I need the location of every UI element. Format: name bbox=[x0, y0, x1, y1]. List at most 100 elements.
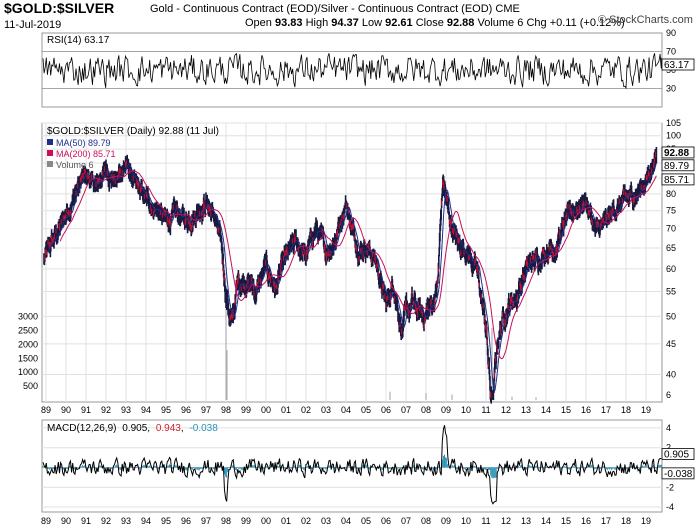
year-tick-label: 92 bbox=[101, 516, 111, 526]
price-tick-label: 50 bbox=[666, 311, 676, 321]
year-tick-label: 05 bbox=[361, 405, 371, 415]
open-label: Open bbox=[245, 17, 272, 29]
legend-volume: Volume 6 bbox=[56, 160, 94, 170]
price-tick-label: 45 bbox=[666, 339, 676, 349]
low-value: 92.61 bbox=[385, 17, 413, 29]
chart-date: 11-Jul-2019 bbox=[4, 19, 62, 31]
volume-label: Volume bbox=[477, 17, 515, 29]
macd-label: MACD(12,26,9) 0.905, 0.943, -0.038 bbox=[47, 423, 218, 434]
year-tick-label: 15 bbox=[561, 405, 571, 415]
macd-value-tags: 0.905 -0.038 bbox=[661, 448, 695, 480]
macd-value: 0.905 bbox=[122, 423, 147, 434]
x-axis-years: 89 90 91 92 93 94 95 96 97 98 99 00 01 02 03 04 05 06 07 08… bbox=[41, 405, 651, 415]
year-tick-label: 13 bbox=[521, 405, 531, 415]
price-tick-label: 70 bbox=[666, 224, 676, 234]
rsi-tick-label: 70 bbox=[666, 47, 676, 57]
legend-ma200: MA(200) 85.71 bbox=[56, 149, 116, 159]
chart-symbol: $GOLD:$SILVER bbox=[4, 0, 115, 16]
year-tick-label: 03 bbox=[321, 516, 331, 526]
rsi-line bbox=[42, 53, 662, 90]
year-tick-label: 00 bbox=[261, 405, 271, 415]
rsi-tick-label: 90 bbox=[666, 28, 676, 38]
year-tick-label: 13 bbox=[521, 516, 531, 526]
macd-panel: MACD(12,26,9) 0.905, 0.943, -0.038 4 2 -2 -… bbox=[41, 419, 695, 526]
price-tick-label: 75 bbox=[666, 206, 676, 216]
volume-bar bbox=[225, 305, 227, 400]
rsi-tick-label: 30 bbox=[666, 84, 676, 94]
volume-bar bbox=[226, 350, 228, 400]
year-tick-label: 98 bbox=[221, 405, 231, 415]
year-tick-label: 16 bbox=[581, 516, 591, 526]
year-tick-label: 11 bbox=[481, 405, 490, 415]
macd-signal-value: 0.943 bbox=[156, 423, 181, 434]
year-tick-label: 09 bbox=[441, 516, 451, 526]
year-tick-label: 10 bbox=[461, 405, 471, 415]
year-tick-label: 04 bbox=[341, 516, 351, 526]
macd-tick-label: -4 bbox=[666, 502, 674, 512]
year-tick-label: 94 bbox=[141, 516, 151, 526]
rsi-panel-frame bbox=[41, 32, 663, 108]
year-tick-label: 89 bbox=[41, 516, 51, 526]
open-value: 93.83 bbox=[274, 17, 303, 29]
year-tick-label: 09 bbox=[441, 405, 451, 415]
macd-grid bbox=[42, 427, 662, 508]
price-value-tag-text: 85.71 bbox=[664, 175, 689, 186]
high-label: High bbox=[305, 17, 329, 29]
legend-ma50: MA(50) 89.79 bbox=[56, 138, 111, 148]
year-tick-label: 04 bbox=[341, 405, 351, 415]
year-tick-label: 18 bbox=[621, 516, 631, 526]
price-tick-label: 55 bbox=[666, 287, 676, 297]
close-label: Close bbox=[415, 17, 444, 29]
year-tick-label: 11 bbox=[481, 516, 490, 526]
price-value-tag-box bbox=[661, 173, 695, 186]
macd-tick-label: -2 bbox=[666, 482, 674, 492]
year-tick-label: 03 bbox=[321, 405, 331, 415]
volume-bar bbox=[389, 391, 391, 400]
price-tick-label: 105 bbox=[666, 118, 681, 128]
price-value-tag-text: 92.88 bbox=[664, 148, 689, 159]
year-tick-label: 95 bbox=[161, 405, 171, 415]
year-tick-label: 91 bbox=[81, 516, 91, 526]
x-axis-years-bottom: 89 90 91 92 93 94 95 96 97 98 99 00 01 02 03 04 05 06 07 08… bbox=[41, 516, 651, 526]
price-value-tag-text: 89.79 bbox=[664, 161, 689, 172]
year-tick-label: 14 bbox=[541, 516, 551, 526]
year-tick-label: 19 bbox=[641, 405, 651, 415]
year-tick-label: 96 bbox=[181, 405, 191, 415]
year-tick-label: 02 bbox=[301, 516, 311, 526]
year-tick-label: 08 bbox=[421, 516, 431, 526]
year-tick-label: 95 bbox=[161, 516, 171, 526]
volume-tick-label: 3000 bbox=[18, 312, 38, 322]
year-tick-label: 00 bbox=[261, 516, 271, 526]
macd-tick-label: 2 bbox=[666, 443, 671, 453]
volume-bar bbox=[491, 327, 493, 400]
macd-y-axis: 4 2 -2 -4 bbox=[666, 423, 674, 512]
volume-value: 6 bbox=[517, 17, 524, 29]
chg-label: Chg bbox=[526, 17, 547, 29]
volume-tick-label: 2500 bbox=[18, 326, 38, 336]
rsi-panel: RSI(14) 63.17 30507090 63.17 bbox=[41, 28, 695, 108]
year-tick-label: 98 bbox=[221, 516, 231, 526]
macd-line bbox=[42, 425, 662, 505]
price-tick-label: 40 bbox=[666, 370, 676, 380]
year-tick-label: 01 bbox=[281, 405, 291, 415]
price-series-label: $GOLD:$SILVER (Daily) 92.88 (11 Jul) bbox=[47, 126, 219, 137]
price-tick-label: 100 bbox=[666, 131, 681, 141]
macd-tick-label: 4 bbox=[666, 423, 671, 433]
volume-tick-label: 500 bbox=[23, 381, 38, 391]
price-value-tag-box bbox=[661, 159, 695, 172]
volume-tick-label: 1500 bbox=[18, 353, 38, 363]
macd-value-tag-box bbox=[661, 448, 695, 460]
macd-value-tag-text: 0.905 bbox=[664, 450, 689, 461]
year-tick-label: 10 bbox=[461, 516, 471, 526]
year-tick-label: 93 bbox=[121, 405, 131, 415]
year-tick-label: 16 bbox=[581, 405, 591, 415]
high-value: 94.37 bbox=[331, 17, 359, 29]
price-tick-label: 65 bbox=[666, 243, 676, 253]
price-tick-label: 80 bbox=[666, 189, 676, 199]
year-tick-label: 90 bbox=[61, 405, 71, 415]
volume-bar bbox=[511, 396, 513, 400]
price-value-tags: 92.88 89.79 85.71 6 bbox=[661, 146, 695, 400]
price-panel-frame bbox=[41, 122, 663, 403]
year-tick-label: 96 bbox=[181, 516, 191, 526]
year-tick-label: 97 bbox=[201, 405, 211, 415]
